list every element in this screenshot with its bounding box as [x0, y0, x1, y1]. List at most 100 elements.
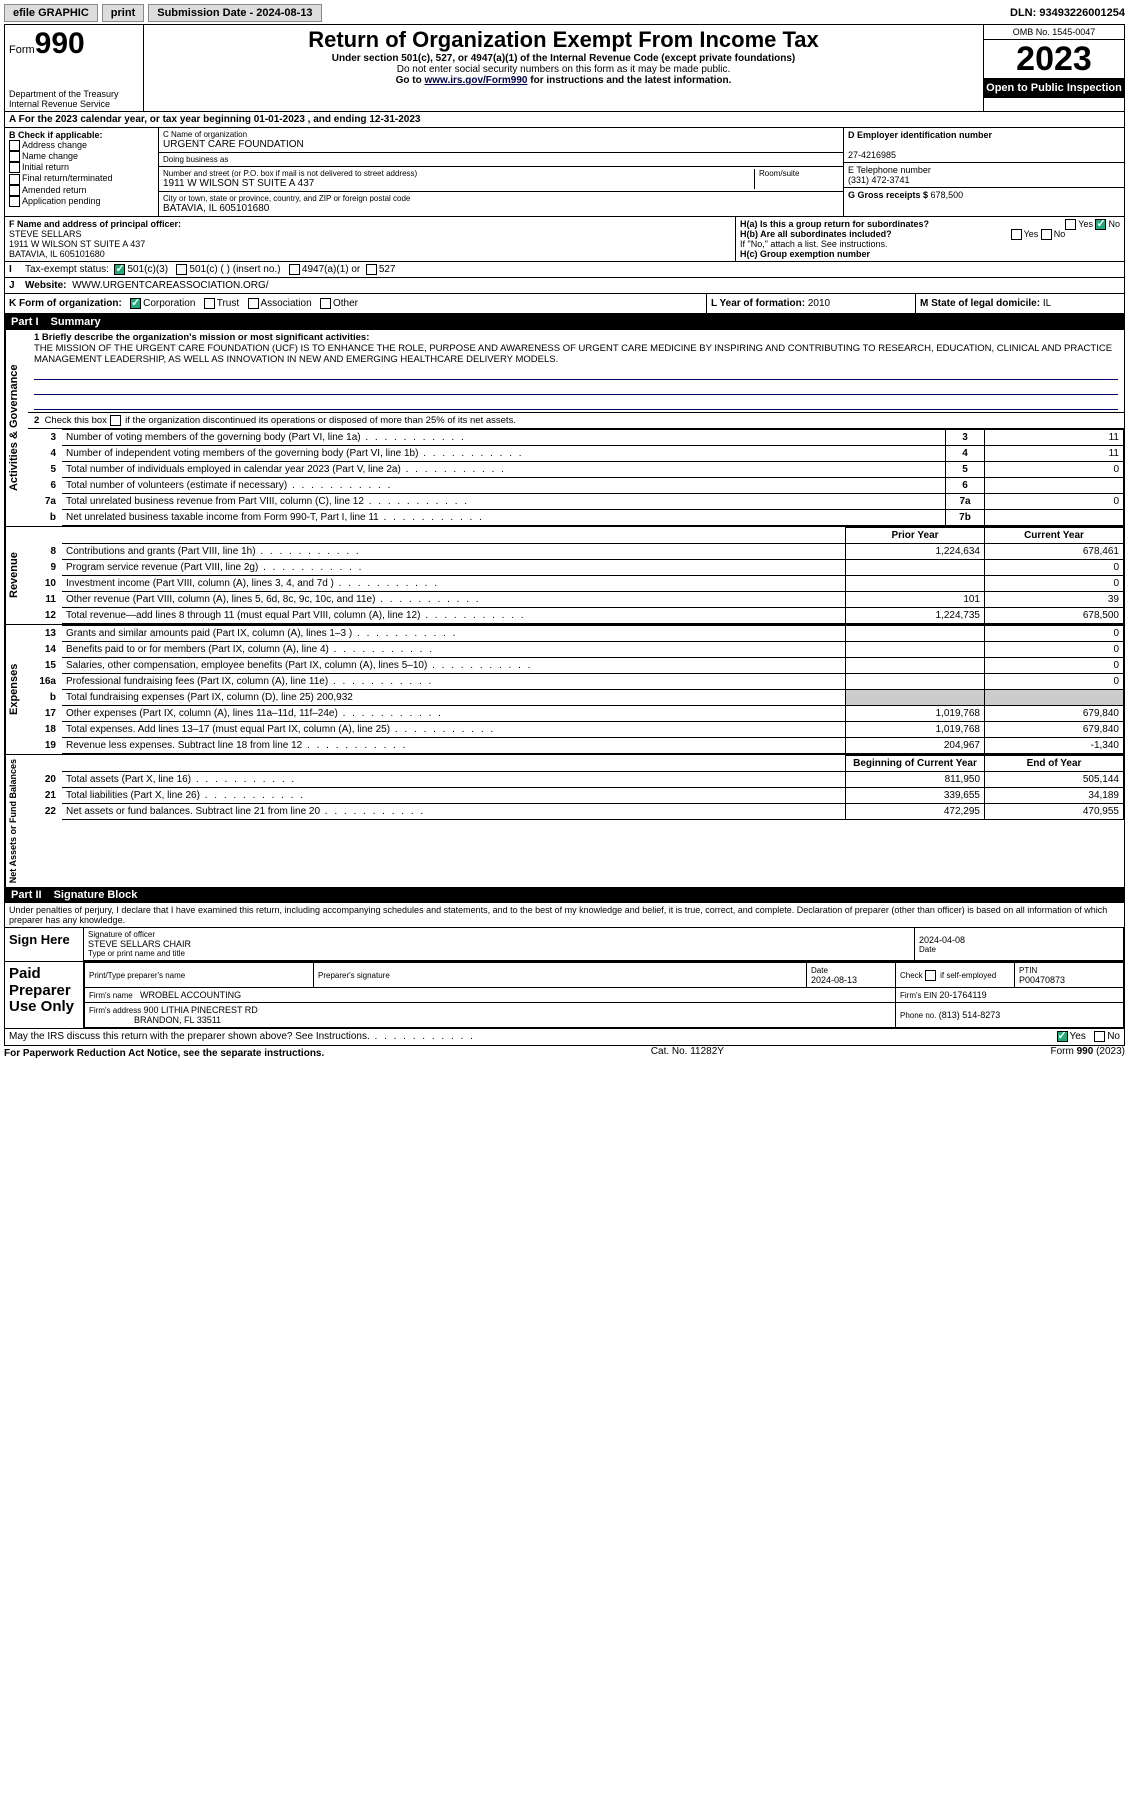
form-container: Form990 Department of the Treasury Inter…: [4, 24, 1125, 1046]
row-i: I Tax-exempt status: 501(c)(3) 501(c) ( …: [5, 262, 1124, 278]
omb-number: OMB No. 1545-0047: [984, 25, 1124, 40]
paperwork-note: For Paperwork Reduction Act Notice, see …: [4, 1046, 324, 1061]
sig-date: 2024-04-08: [919, 935, 1119, 945]
dba-label: Doing business as: [163, 155, 839, 164]
discuss-no[interactable]: [1094, 1031, 1105, 1042]
l2-block: 2 Check this box if the organization dis…: [28, 413, 1124, 429]
room-label: Room/suite: [759, 169, 839, 178]
chk-self-employed[interactable]: [925, 970, 936, 981]
table-gov: 3Number of voting members of the governi…: [28, 429, 1124, 526]
ha-label: H(a) Is this a group return for subordin…: [740, 219, 929, 229]
irs-link[interactable]: www.irs.gov/Form990: [424, 75, 527, 86]
side-gov: Activities & Governance: [5, 330, 28, 526]
f-label: F Name and address of principal officer:: [9, 219, 181, 229]
sig-officer-name: STEVE SELLARS CHAIR: [88, 939, 910, 949]
page-footer: For Paperwork Reduction Act Notice, see …: [4, 1046, 1125, 1061]
chk-trust[interactable]: [204, 298, 215, 309]
chk-assoc[interactable]: [248, 298, 259, 309]
sig-date-label: Date: [919, 945, 1119, 954]
section-b: B Check if applicable: Address change Na…: [5, 128, 1124, 217]
row-klm: K Form of organization: Corporation Trus…: [5, 294, 1124, 314]
row-j: J Website: WWW.URGENTCAREASSOCIATION.ORG…: [5, 278, 1124, 294]
submission-label: Submission Date -: [157, 7, 256, 19]
efile-button[interactable]: efile GRAPHIC: [4, 4, 98, 22]
header-left: Form990 Department of the Treasury Inter…: [5, 25, 144, 111]
side-exp: Expenses: [5, 625, 28, 754]
mission-block: 1 Briefly describe the organization's mi…: [28, 330, 1124, 413]
form-title: Return of Organization Exempt From Incom…: [150, 27, 977, 53]
hb-label: H(b) Are all subordinates included?: [740, 229, 892, 239]
j-label: Website:: [25, 280, 67, 291]
chk-other[interactable]: [320, 298, 331, 309]
chk-address[interactable]: [9, 140, 20, 151]
part1-gov: Activities & Governance 1 Briefly descri…: [5, 330, 1124, 526]
cat-no: Cat. No. 11282Y: [651, 1046, 724, 1061]
f-addr2: BATAVIA, IL 605101680: [9, 249, 105, 259]
gross-label: G Gross receipts $: [848, 190, 931, 200]
discuss-label: May the IRS discuss this return with the…: [9, 1031, 370, 1042]
addr-label: Number and street (or P.O. box if mail i…: [163, 169, 754, 178]
sig-type-label: Type or print name and title: [88, 949, 910, 958]
goto-note: Go to www.irs.gov/Form990 for instructio…: [150, 75, 977, 86]
header-right: OMB No. 1545-0047 2023 Open to Public In…: [983, 25, 1124, 111]
form-number: Form990: [9, 27, 139, 61]
chk-pending[interactable]: [9, 196, 20, 207]
chk-corp[interactable]: [130, 298, 141, 309]
f-addr1: 1911 W WILSON ST SUITE A 437: [9, 239, 145, 249]
col-c: C Name of organization URGENT CARE FOUND…: [159, 128, 843, 216]
discuss-row: May the IRS discuss this return with the…: [5, 1028, 1124, 1044]
discuss-yes[interactable]: [1057, 1031, 1068, 1042]
ha-no[interactable]: [1095, 219, 1106, 230]
row-a: A For the 2023 calendar year, or tax yea…: [5, 112, 1124, 128]
chk-527[interactable]: [366, 264, 377, 275]
addr: 1911 W WILSON ST SUITE A 437: [163, 178, 754, 189]
chk-discontinued[interactable]: [110, 415, 121, 426]
hc-label: H(c) Group exemption number: [740, 249, 870, 259]
open-inspection: Open to Public Inspection: [984, 78, 1124, 98]
part2-header: Part II Signature Block: [5, 887, 1124, 903]
print-button[interactable]: print: [102, 4, 144, 22]
side-net: Net Assets or Fund Balances: [5, 755, 28, 887]
tel: (331) 472-3741: [848, 175, 910, 185]
ein-label: D Employer identification number: [848, 130, 992, 140]
irs-label: Internal Revenue Service: [9, 99, 139, 109]
sign-here-label: Sign Here: [5, 928, 83, 961]
side-rev: Revenue: [5, 527, 28, 624]
org-name-label: C Name of organization: [163, 130, 839, 139]
submission-button[interactable]: Submission Date - 2024-08-13: [148, 4, 321, 22]
chk-amended[interactable]: [9, 185, 20, 196]
chk-501c[interactable]: [176, 264, 187, 275]
table-rev: Prior YearCurrent Year8Contributions and…: [28, 527, 1124, 624]
ssn-note: Do not enter social security numbers on …: [150, 64, 977, 75]
chk-501c3[interactable]: [114, 264, 125, 275]
chk-initial[interactable]: [9, 162, 20, 173]
paid-preparer-row: Paid Preparer Use Only Print/Type prepar…: [5, 961, 1124, 1028]
row-k: K Form of organization: Corporation Trus…: [5, 294, 706, 313]
chk-final[interactable]: [9, 174, 20, 185]
col-d: D Employer identification number 27-4216…: [843, 128, 1124, 216]
dln: DLN: 93493226001254: [1010, 7, 1125, 19]
row-l: L Year of formation: 2010: [706, 294, 915, 313]
dept-label: Department of the Treasury: [9, 89, 139, 99]
ha-yes[interactable]: [1065, 219, 1076, 230]
part1-net: Net Assets or Fund Balances Beginning of…: [5, 754, 1124, 887]
paid-label: Paid Preparer Use Only: [5, 962, 83, 1028]
website: WWW.URGENTCAREASSOCIATION.ORG/: [72, 280, 268, 291]
part1-exp: Expenses 13Grants and similar amounts pa…: [5, 624, 1124, 754]
sig-officer-label: Signature of officer: [88, 930, 910, 939]
hb-yes[interactable]: [1011, 229, 1022, 240]
sign-here-row: Sign Here Signature of officer STEVE SEL…: [5, 927, 1124, 961]
chk-name[interactable]: [9, 151, 20, 162]
tax-year: 2023: [984, 40, 1124, 78]
part1-rev: Revenue Prior YearCurrent Year8Contribut…: [5, 526, 1124, 624]
l1-label: 1 Briefly describe the organization's mi…: [34, 332, 369, 343]
ein: 27-4216985: [848, 150, 896, 160]
form-subtitle: Under section 501(c), 527, or 4947(a)(1)…: [150, 53, 977, 64]
city-label: City or town, state or province, country…: [163, 194, 839, 203]
form-ref: Form 990 (2023): [1051, 1046, 1125, 1061]
submission-date: 2024-08-13: [256, 7, 312, 19]
hb-no[interactable]: [1041, 229, 1052, 240]
chk-4947[interactable]: [289, 264, 300, 275]
row-fh: F Name and address of principal officer:…: [5, 217, 1124, 262]
hb-note: If "No," attach a list. See instructions…: [740, 239, 1120, 249]
